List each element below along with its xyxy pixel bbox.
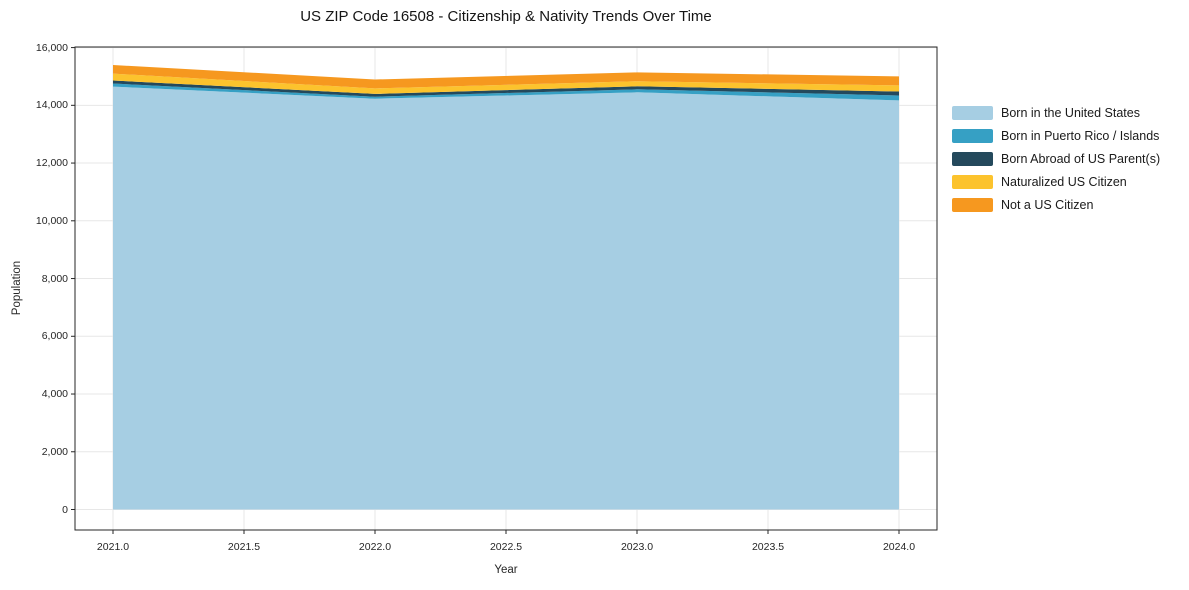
- y-tick-label: 8,000: [41, 272, 68, 285]
- y-tick-label: 4,000: [41, 388, 68, 401]
- x-axis-label: Year: [494, 564, 518, 576]
- area-series-not-a-us-citizen: [113, 65, 899, 89]
- x-tick-label: 2022.0: [358, 541, 392, 553]
- legend-label: Naturalized US Citizen: [1001, 174, 1127, 189]
- x-tick-label: 2022.5: [489, 541, 523, 553]
- legend-label: Born in Puerto Rico / Islands: [1001, 128, 1160, 143]
- legend-item-naturalized-us-citizen: Naturalized US Citizen: [952, 170, 1188, 193]
- legend-item-born-in-the-united-states: Born in the United States: [952, 101, 1188, 124]
- area-series-born-in-the-united-states: [113, 86, 899, 510]
- legend-swatch: [952, 151, 993, 166]
- legend-item-born-in-puerto-rico-islands: Born in Puerto Rico / Islands: [952, 124, 1188, 147]
- legend: Born in the United States Born in Puerto …: [952, 101, 1188, 216]
- area-series-born-in-puerto-rico-islands: [113, 83, 899, 101]
- legend-swatch: [952, 128, 993, 143]
- area-series-born-abroad-of-us-parent-s: [113, 80, 899, 97]
- y-tick-label: 2,000: [41, 445, 68, 458]
- y-tick-label: 10,000: [35, 214, 68, 227]
- y-tick-label: 14,000: [35, 99, 68, 112]
- chart-title: US ZIP Code 16508 - Citizenship & Nativi…: [300, 8, 712, 25]
- area-series-naturalized-us-citizen: [113, 73, 899, 94]
- y-tick-label: 16,000: [35, 41, 68, 54]
- legend-label: Born in the United States: [1001, 105, 1140, 120]
- x-tick-label: 2023.5: [751, 541, 785, 553]
- legend-item-not-a-us-citizen: Not a US Citizen: [952, 193, 1188, 216]
- legend-item-born-abroad-of-us-parent-s: Born Abroad of US Parent(s): [952, 147, 1188, 170]
- legend-swatch: [952, 105, 993, 120]
- y-tick-label: 12,000: [35, 157, 68, 170]
- x-tick-label: 2021.0: [96, 541, 130, 553]
- legend-label: Not a US Citizen: [1001, 197, 1094, 212]
- legend-swatch: [952, 174, 993, 189]
- x-tick-label: 2023.0: [620, 541, 654, 553]
- y-tick-label: 0: [62, 503, 68, 516]
- x-tick-label: 2024.0: [882, 541, 916, 553]
- legend-label: Born Abroad of US Parent(s): [1001, 151, 1161, 166]
- y-tick-label: 6,000: [41, 330, 68, 343]
- x-tick-label: 2021.5: [227, 541, 261, 553]
- legend-swatch: [952, 197, 993, 212]
